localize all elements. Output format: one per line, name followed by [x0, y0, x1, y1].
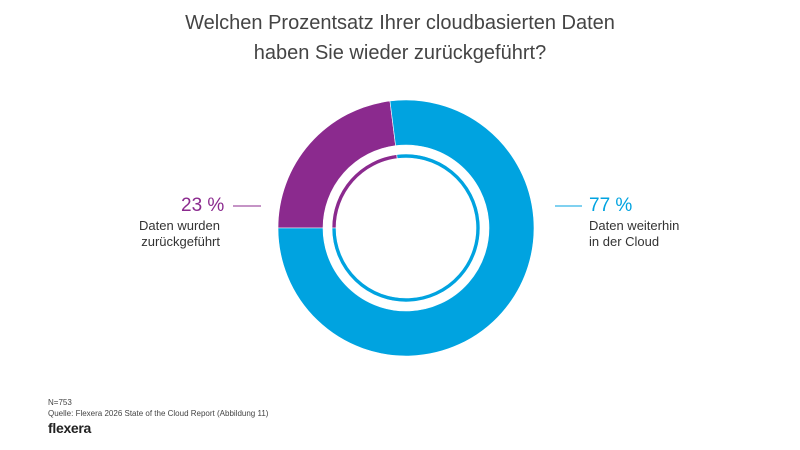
chart-title: Welchen Prozentsatz Ihrer cloudbasierten…: [0, 8, 800, 68]
sample-size: N=753: [48, 398, 72, 407]
slice-1-label-line-2: in der Cloud: [589, 234, 660, 249]
donut-slice-1-inner: [331, 153, 481, 303]
source-note: Quelle: Flexera 2026 State of the Cloud …: [48, 409, 269, 418]
flexera-logo: flexera: [48, 420, 92, 436]
title-line-1: Welchen Prozentsatz Ihrer cloudbasierten…: [185, 12, 615, 34]
slice-1-category-label: Daten weiterhin in der Cloud: [589, 218, 679, 250]
title-line-2: haben Sie wieder zurückgeführt?: [253, 42, 547, 64]
slice-0-label-line-2: zurückgeführt: [141, 234, 220, 249]
slice-0-value-label: 23 %: [181, 195, 225, 216]
slice-1-value-label: 77 %: [589, 195, 633, 216]
slice-0-label-line-1: Daten wurden: [139, 218, 220, 233]
slice-0-category-label: Daten wurden zurückgeführt: [139, 218, 220, 250]
slice-1-label-line-1: Daten weiterhin: [589, 218, 680, 233]
donut-slice-1-outer: [277, 99, 535, 357]
